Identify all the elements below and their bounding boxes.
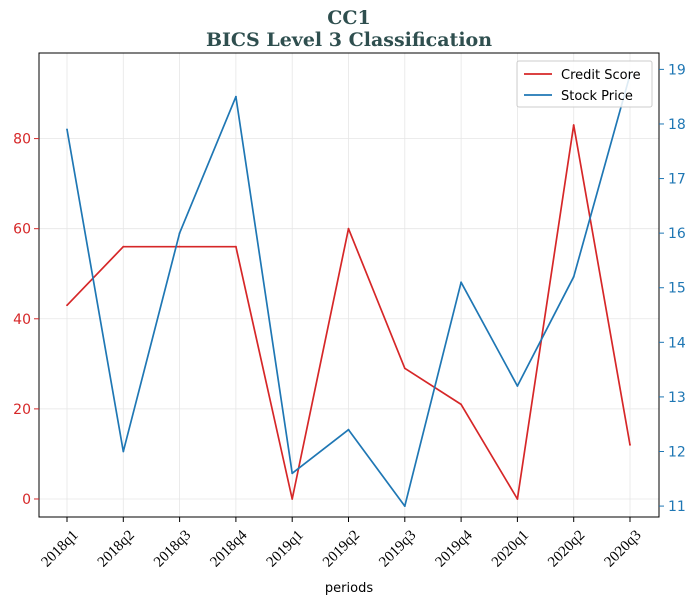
x-tick-label: 2020q2 bbox=[545, 527, 588, 570]
stock-price-point bbox=[572, 275, 575, 278]
legend: Credit Score Stock Price bbox=[516, 60, 653, 108]
left-y-tick-label: 80 bbox=[13, 132, 31, 148]
credit-score-point bbox=[291, 498, 294, 500]
x-tick-label: 2018q2 bbox=[95, 527, 138, 570]
x-tick-label: 2020q1 bbox=[489, 527, 532, 570]
legend-label-stock-price: Stock Price bbox=[561, 89, 633, 104]
credit-score-point bbox=[403, 367, 406, 370]
right-y-tick-label: 17 bbox=[668, 172, 686, 188]
series-layer bbox=[66, 73, 631, 507]
stock-price-point bbox=[347, 428, 350, 431]
right-y-tick-label: 15 bbox=[668, 281, 686, 297]
chart-title: CC1 bbox=[327, 7, 370, 29]
x-tick-label: 2019q3 bbox=[376, 527, 419, 570]
stock-price-point bbox=[291, 472, 294, 475]
right-y-tick-label: 11 bbox=[668, 499, 686, 515]
credit-score-point bbox=[572, 124, 575, 126]
plot-frame bbox=[38, 52, 660, 518]
right-y-tick-label: 14 bbox=[668, 335, 686, 351]
x-tick-label: 2019q4 bbox=[433, 527, 476, 570]
left-y-tick-label: 20 bbox=[13, 402, 31, 418]
stock-price-point bbox=[178, 232, 181, 235]
right-y-axis: 11 12 13 14 15 16 17 18 19 bbox=[659, 62, 686, 515]
stock-price-point bbox=[516, 385, 519, 387]
chart-subtitle: BICS Level 3 Classification bbox=[206, 29, 492, 51]
stock-price-point bbox=[122, 450, 125, 453]
credit-score-point bbox=[235, 245, 237, 248]
left-y-tick-label: 60 bbox=[13, 222, 31, 238]
right-y-tick-label: 12 bbox=[668, 444, 686, 460]
x-tick-label: 2018q1 bbox=[38, 527, 81, 570]
credit-score-point bbox=[516, 498, 519, 500]
x-tick-label: 2018q4 bbox=[207, 527, 250, 570]
legend-label-credit-score: Credit Score bbox=[561, 68, 641, 83]
x-tick-label: 2019q1 bbox=[264, 527, 307, 570]
left-y-axis: 0 20 40 60 80 bbox=[13, 132, 39, 508]
right-y-tick-label: 18 bbox=[668, 117, 686, 133]
right-y-tick-label: 16 bbox=[668, 226, 686, 242]
credit-score-point bbox=[629, 444, 631, 446]
x-axis-label: periods bbox=[325, 581, 373, 596]
right-y-tick-label: 19 bbox=[668, 62, 686, 78]
x-axis: 2018q1 2018q2 2018q3 2018q4 2019q1 2019q2 2019… bbox=[38, 517, 645, 570]
right-y-tick-label: 13 bbox=[668, 390, 686, 406]
credit-score-point bbox=[460, 403, 462, 406]
grid-lines bbox=[39, 53, 659, 517]
credit-score-point bbox=[66, 304, 68, 307]
x-tick-label: 2020q3 bbox=[601, 527, 644, 570]
credit-score-point bbox=[347, 227, 350, 230]
credit-score-point bbox=[122, 245, 125, 248]
x-tick-label: 2019q2 bbox=[320, 527, 363, 570]
x-tick-label: 2018q3 bbox=[151, 527, 194, 570]
stock-price-point bbox=[66, 128, 68, 131]
stock-price-point bbox=[460, 281, 462, 284]
stock-price-point bbox=[403, 505, 406, 507]
stock-price-point bbox=[235, 95, 237, 98]
credit-score-point bbox=[178, 245, 181, 248]
left-y-tick-label: 40 bbox=[13, 312, 31, 328]
left-y-tick-label: 0 bbox=[22, 492, 31, 508]
